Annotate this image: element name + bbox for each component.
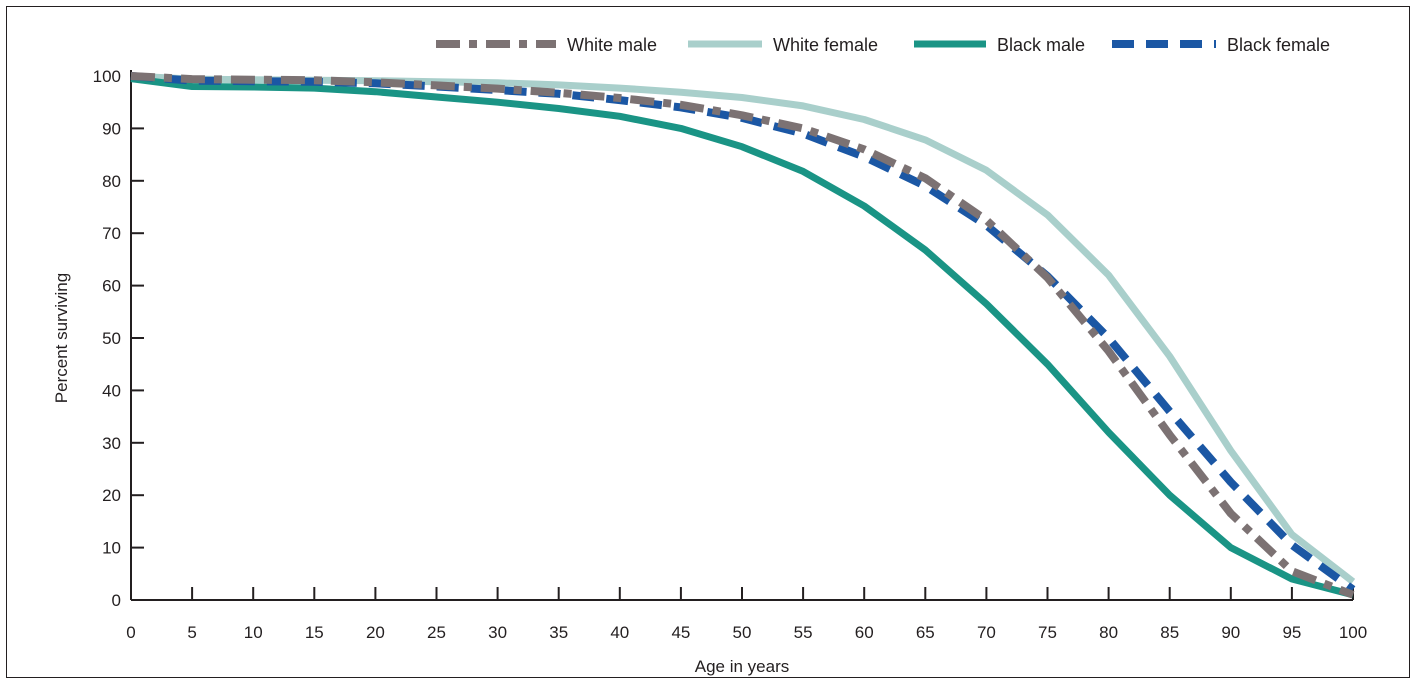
x-tick-label: 15 <box>305 623 324 642</box>
legend-label: Black female <box>1227 35 1330 55</box>
y-axis-ticks: 0 10 20 30 40 50 60 70 80 90 100 <box>93 67 144 610</box>
x-tick-label: 10 <box>244 623 263 642</box>
y-axis-title: Percent surviving <box>52 273 71 403</box>
legend-label: White female <box>773 35 878 55</box>
x-tick-label: 50 <box>733 623 752 642</box>
x-tick-label: 25 <box>427 623 446 642</box>
y-tick-label: 100 <box>93 67 121 86</box>
y-tick-label: 10 <box>102 539 121 558</box>
series-line-white-female <box>130 72 1356 585</box>
x-tick-label: 35 <box>549 623 568 642</box>
series-layer <box>130 72 1356 599</box>
x-tick-label: 95 <box>1282 623 1301 642</box>
legend-label: White male <box>567 35 657 55</box>
x-tick-label: 40 <box>610 623 629 642</box>
y-tick-label: 60 <box>102 277 121 296</box>
x-tick-label: 70 <box>977 623 996 642</box>
x-tick-label: 100 <box>1339 623 1367 642</box>
y-tick-label: 90 <box>102 119 121 138</box>
x-tick-label: 20 <box>366 623 385 642</box>
y-tick-label: 80 <box>102 172 121 191</box>
x-tick-label: 90 <box>1221 623 1240 642</box>
series-line-white-male <box>130 72 1355 599</box>
x-tick-label: 75 <box>1038 623 1057 642</box>
series-line-black-female <box>130 72 1356 593</box>
x-tick-label: 65 <box>916 623 935 642</box>
x-axis-ticks: 0 5 10 15 20 25 30 35 40 45 50 55 60 65 70 75 80 85 90 95 10… <box>126 587 1367 642</box>
x-tick-label: 45 <box>671 623 690 642</box>
y-tick-label: 40 <box>102 381 121 400</box>
y-tick-label: 30 <box>102 434 121 453</box>
y-tick-label: 50 <box>102 329 121 348</box>
y-tick-label: 70 <box>102 224 121 243</box>
x-tick-label: 60 <box>855 623 874 642</box>
series-line-black-male <box>130 75 1354 599</box>
x-tick-label: 0 <box>126 623 135 642</box>
legend-label: Black male <box>997 35 1085 55</box>
y-tick-label: 20 <box>102 486 121 505</box>
chart-frame <box>6 6 1410 678</box>
x-tick-label: 5 <box>187 623 196 642</box>
y-tick-label: 0 <box>112 591 121 610</box>
x-axis-title: Age in years <box>695 657 790 676</box>
x-tick-label: 55 <box>794 623 813 642</box>
legend: White male White female Black male Black fe… <box>436 35 1330 55</box>
x-tick-label: 30 <box>488 623 507 642</box>
x-tick-label: 80 <box>1099 623 1118 642</box>
x-tick-label: 85 <box>1160 623 1179 642</box>
